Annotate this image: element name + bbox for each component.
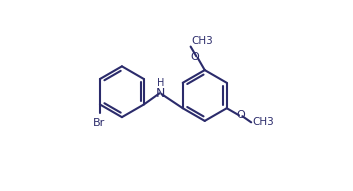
Text: N: N [156,87,165,100]
Text: CH3: CH3 [192,36,213,46]
Text: Br: Br [93,118,105,128]
Text: O: O [237,110,246,120]
Text: O: O [191,53,199,62]
Text: CH3: CH3 [252,117,274,127]
Text: H: H [157,78,164,88]
